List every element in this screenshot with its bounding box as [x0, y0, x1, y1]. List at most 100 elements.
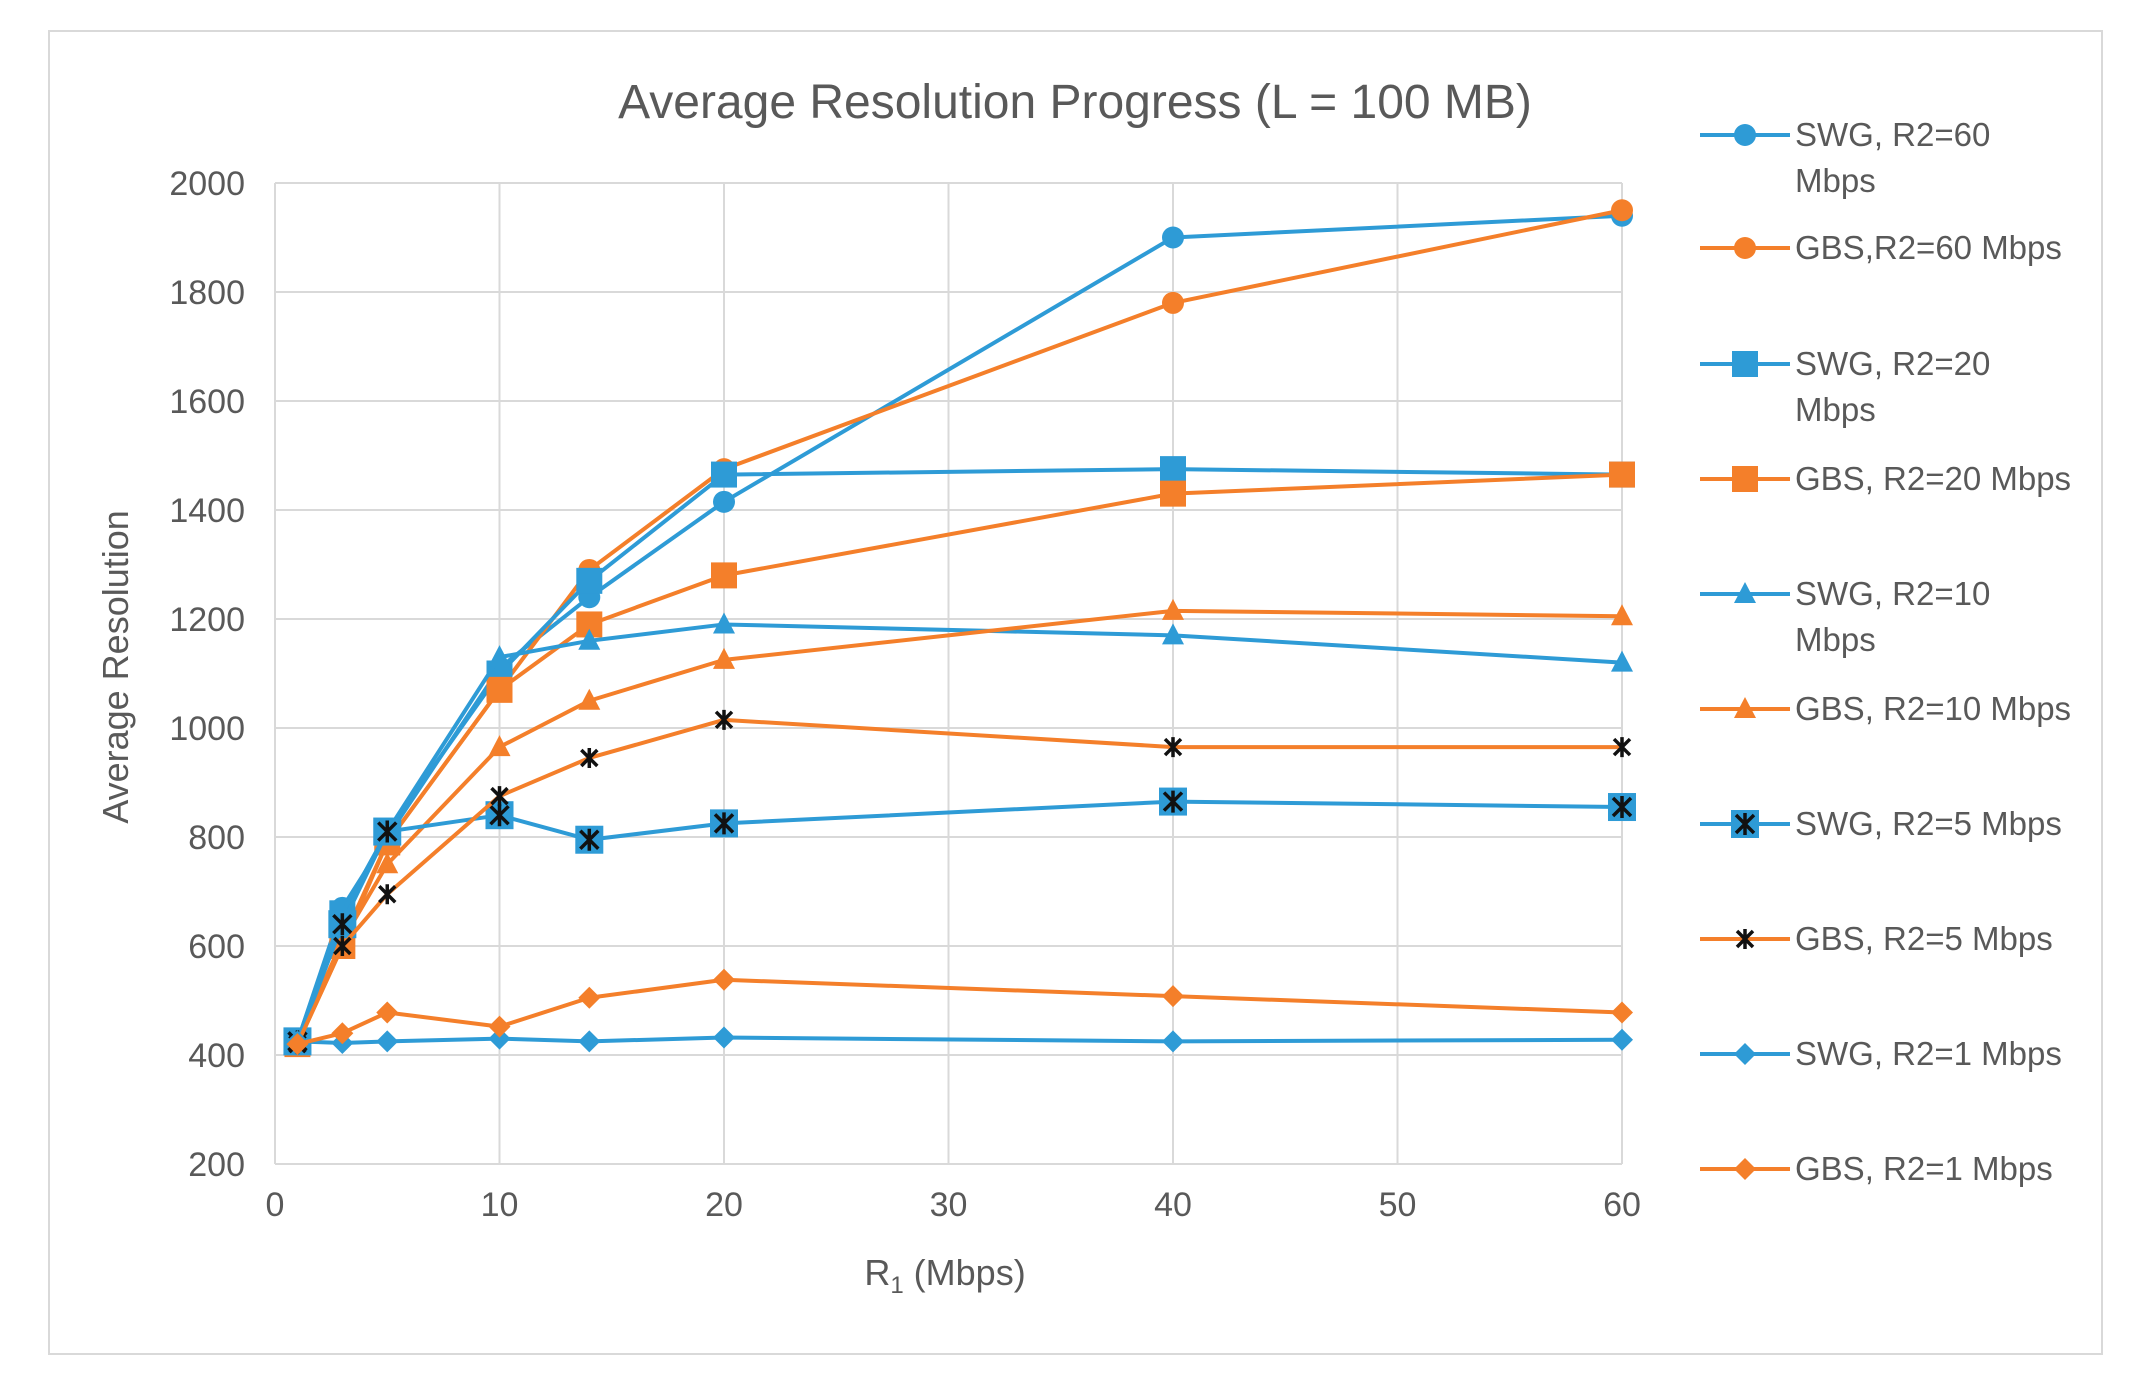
data-point — [575, 825, 604, 854]
legend-entry-9: SWG, R2=1 Mbps — [1700, 1035, 2062, 1072]
series-10 — [286, 968, 1633, 1056]
chart-frame — [48, 30, 2103, 1355]
data-point — [1611, 1028, 1633, 1051]
data-point — [1162, 1030, 1184, 1053]
series-line — [295, 472, 1623, 1045]
series-2 — [286, 199, 1633, 1053]
legend-marker — [1734, 124, 1756, 146]
data-point — [714, 709, 734, 730]
data-point — [1609, 461, 1635, 488]
legend-entry-1: SWG, R2=60 Mbps — [1700, 116, 1990, 199]
legend-marker — [1732, 351, 1758, 377]
data-point — [1162, 226, 1184, 249]
legend-entry-10: GBS, R2=1 Mbps — [1700, 1150, 2053, 1187]
y-tick-label: 1800 — [169, 274, 245, 312]
data-point — [711, 461, 737, 488]
legend-entry-5: SWG, R2=10 Mbps — [1700, 575, 1990, 658]
legend-label: SWG, R2=10 — [1795, 575, 1990, 612]
legend-label: SWG, R2=60 — [1795, 116, 1990, 153]
data-point — [488, 1027, 511, 1050]
legend-label: SWG, R2=5 Mbps — [1795, 805, 2062, 842]
data-point — [490, 786, 509, 807]
x-axis-label-unit: (Mbps) — [904, 1252, 1026, 1293]
data-point — [1160, 456, 1186, 483]
legend-marker — [1734, 1043, 1756, 1065]
legend-marker — [1734, 1158, 1756, 1180]
data-point — [1611, 1001, 1633, 1024]
data-point — [1611, 650, 1633, 672]
data-point — [578, 1030, 601, 1053]
legend-marker — [1732, 466, 1758, 492]
series-line — [295, 799, 1623, 1043]
x-tick-label: 50 — [1379, 1186, 1417, 1224]
legend-entry-8: GBS, R2=5 Mbps — [1700, 920, 2053, 957]
data-point — [1612, 737, 1632, 758]
data-point — [373, 817, 402, 846]
x-axis-label: R1 (Mbps) — [864, 1252, 1025, 1299]
legend-entry-6: GBS, R2=10 Mbps — [1700, 690, 2071, 727]
data-point — [1162, 598, 1184, 620]
series-8 — [288, 709, 1632, 1055]
y-tick-label: 200 — [188, 1146, 245, 1184]
data-point — [1159, 787, 1187, 816]
series-line — [295, 717, 1622, 1045]
data-point — [488, 1015, 511, 1038]
legend-label: GBS, R2=5 Mbps — [1795, 920, 2053, 957]
data-point — [376, 1001, 399, 1024]
legend-marker — [1734, 697, 1756, 718]
legend-label: GBS,R2=60 Mbps — [1795, 229, 2062, 266]
chart-title: Average Resolution Progress (L = 100 MB) — [618, 76, 1532, 129]
data-point — [376, 1030, 399, 1053]
legend-marker — [1734, 237, 1756, 259]
data-point — [1160, 480, 1186, 507]
legend-label: Mbps — [1795, 162, 1876, 199]
data-point — [1162, 623, 1184, 645]
data-point — [713, 1026, 735, 1049]
grid-lines — [274, 182, 1623, 1165]
legend-marker — [1735, 929, 1755, 949]
legend-entry-3: SWG, R2=20 Mbps — [1700, 345, 1990, 428]
legend-label: SWG, R2=1 Mbps — [1795, 1035, 2062, 1072]
series-3 — [284, 456, 1635, 1055]
data-point — [578, 628, 601, 650]
x-tick-label: 30 — [930, 1186, 968, 1224]
y-tick-label: 800 — [188, 819, 245, 857]
data-point — [1162, 985, 1184, 1008]
y-axis-label: Average Resolution — [95, 510, 136, 824]
data-point — [710, 809, 738, 838]
y-tick-label: 1600 — [169, 383, 245, 421]
data-point — [713, 647, 735, 669]
series-lines — [283, 199, 1636, 1058]
legend-marker — [1731, 810, 1759, 838]
data-point — [486, 676, 513, 703]
y-tick-label: 600 — [188, 928, 245, 966]
x-axis-label-main: R — [864, 1252, 890, 1293]
data-point — [1163, 737, 1183, 758]
x-tick-label: 10 — [481, 1186, 519, 1224]
y-tick-label: 2000 — [169, 165, 245, 203]
data-point — [580, 747, 599, 768]
data-point — [578, 986, 601, 1009]
series-9 — [286, 1026, 1633, 1055]
data-point — [331, 1022, 354, 1045]
legend-label: Mbps — [1795, 621, 1876, 658]
data-point — [1608, 793, 1636, 822]
x-axis-label-subscript: 1 — [890, 1272, 903, 1299]
y-tick-label: 1400 — [169, 492, 245, 530]
legend-label: SWG, R2=20 — [1795, 345, 1990, 382]
y-tick-label: 1200 — [169, 601, 245, 639]
series-line — [295, 208, 1623, 1043]
data-point — [1162, 291, 1184, 314]
data-point — [488, 735, 511, 757]
legend-entry-4: GBS, R2=20 Mbps — [1700, 460, 2071, 497]
x-tick-label: 0 — [266, 1186, 285, 1224]
legend: SWG, R2=60 Mbps GBS,R2=60 Mbps SWG, R2=20 Mb… — [1700, 116, 2071, 1187]
data-point — [488, 645, 511, 667]
legend-label: GBS, R2=10 Mbps — [1795, 690, 2071, 727]
x-tick-label: 40 — [1154, 1186, 1192, 1224]
x-tick-label: 20 — [705, 1186, 743, 1224]
data-point — [711, 562, 737, 589]
data-point — [576, 567, 603, 594]
data-point — [376, 852, 399, 874]
